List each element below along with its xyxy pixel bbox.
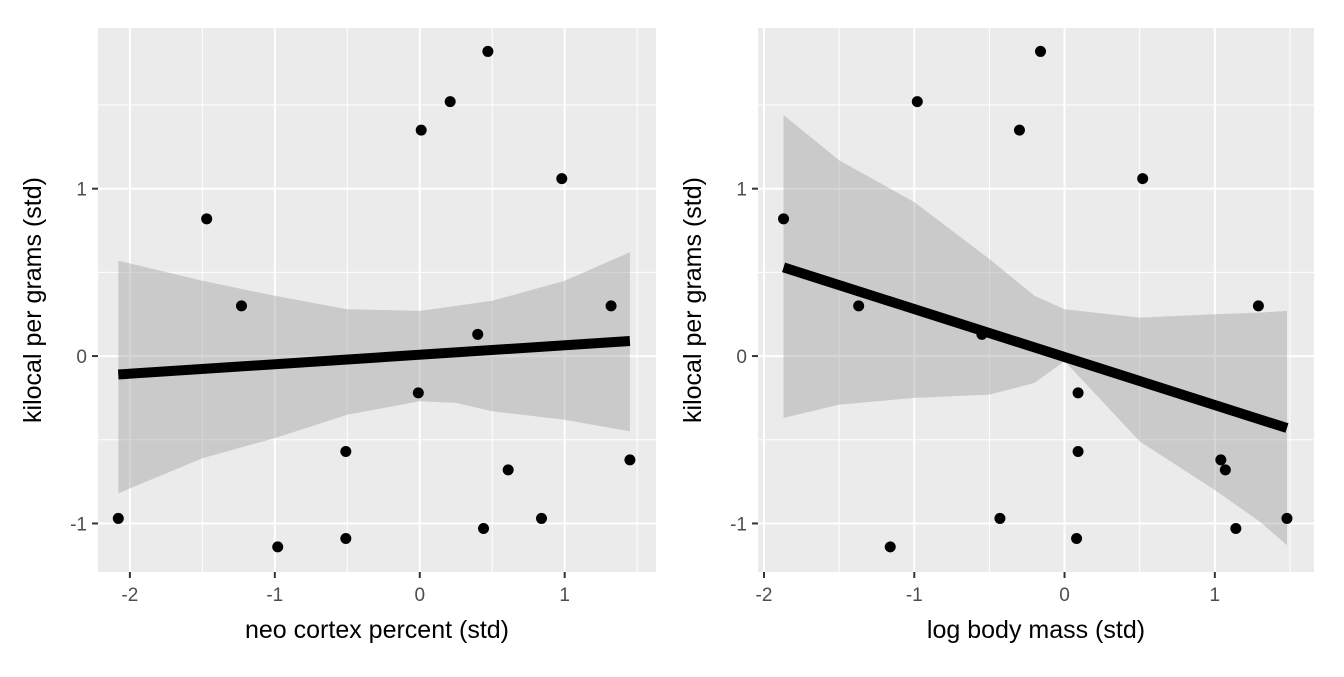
panel-1-data-point <box>556 173 568 185</box>
panel-2-x-tick-label: -2 <box>756 585 773 606</box>
panel-2-data-point <box>1219 464 1231 476</box>
panel-1-data-point <box>272 541 284 553</box>
panel-1-background <box>98 28 656 572</box>
panel-1-x-tick-label: 1 <box>559 585 570 606</box>
panel-1-data-point <box>112 512 124 524</box>
panel-1-x-tick-label: -2 <box>121 585 138 606</box>
panel-2-y-tick-label: -1 <box>730 514 747 535</box>
panel-1-confidence-ribbon <box>118 252 630 494</box>
panel-1-data-point <box>605 300 617 312</box>
panel-2-data-point <box>1215 454 1227 466</box>
panel-2-data-point <box>994 512 1006 524</box>
panel-1-x-tick-label: 0 <box>414 585 425 606</box>
panel-1-data-point <box>415 124 427 136</box>
panel-2-data-point <box>1071 533 1083 545</box>
panel-2-fit-line <box>782 262 1289 433</box>
panel-1-data-point <box>235 300 247 312</box>
panel-2-confidence-ribbon <box>783 115 1287 546</box>
panel-2-data-point <box>1281 512 1293 524</box>
panel-2-data-point <box>778 213 790 225</box>
panel-2-data-point <box>1035 45 1047 57</box>
panel-1-data-point <box>444 96 456 108</box>
panel-2-data-point <box>1072 445 1084 457</box>
panel-1-x-tick-label: -1 <box>266 585 283 606</box>
panel-2-y-tick-label: 0 <box>736 347 747 368</box>
panel-1-data-point <box>482 45 494 57</box>
panel-2-data-point <box>911 96 923 108</box>
panel-1-y-tick-label: 1 <box>76 180 87 201</box>
panel-1-y-tick-label: -1 <box>70 514 87 535</box>
panel-2-x-tick-label: -1 <box>906 585 923 606</box>
panel-1-data-point <box>478 522 490 534</box>
panel-2-data-point <box>1072 387 1084 399</box>
panel-2-data-point <box>1013 124 1025 136</box>
panel-2-x-axis-title: log body mass (std) <box>927 616 1145 644</box>
panel-2-data-point <box>1252 300 1264 312</box>
panel-1-data-point <box>340 533 352 545</box>
panel-2-y-axis-title: kilocal per grams (std) <box>679 177 707 423</box>
panel-2-x-tick-label: 1 <box>1210 585 1221 606</box>
panel-2: -2 -1 0 1 -1 0 1 log body mass (std) kilocal per… <box>679 28 1314 644</box>
panel-1-y-tick-label: 0 <box>76 347 87 368</box>
panel-1-data-point <box>624 454 636 466</box>
panel-2-data-point <box>1230 522 1242 534</box>
panel-2-y-tick-label: 1 <box>736 180 747 201</box>
panel-1-y-axis-title: kilocal per grams (std) <box>19 177 47 423</box>
panel-2-data-point <box>1137 173 1149 185</box>
panel-1-data-point <box>536 512 548 524</box>
panel-1-data-point <box>201 213 213 225</box>
panel-1-data-point <box>412 387 424 399</box>
panel-1-data-point <box>472 328 484 340</box>
panel-1-data-point <box>502 464 514 476</box>
panel-2-data-point <box>853 300 865 312</box>
panel-1-fit-line <box>117 336 631 380</box>
panel-1-x-axis-title: neo cortex percent (std) <box>245 616 509 644</box>
panel-1: -2 -1 0 1 -1 0 1 neo cortex percent (std) kiloca… <box>19 28 656 644</box>
panel-1-data-point <box>340 445 352 457</box>
panel-2-x-tick-label: 0 <box>1059 585 1070 606</box>
panel-2-background <box>758 28 1314 572</box>
panel-2-data-point <box>884 541 896 553</box>
